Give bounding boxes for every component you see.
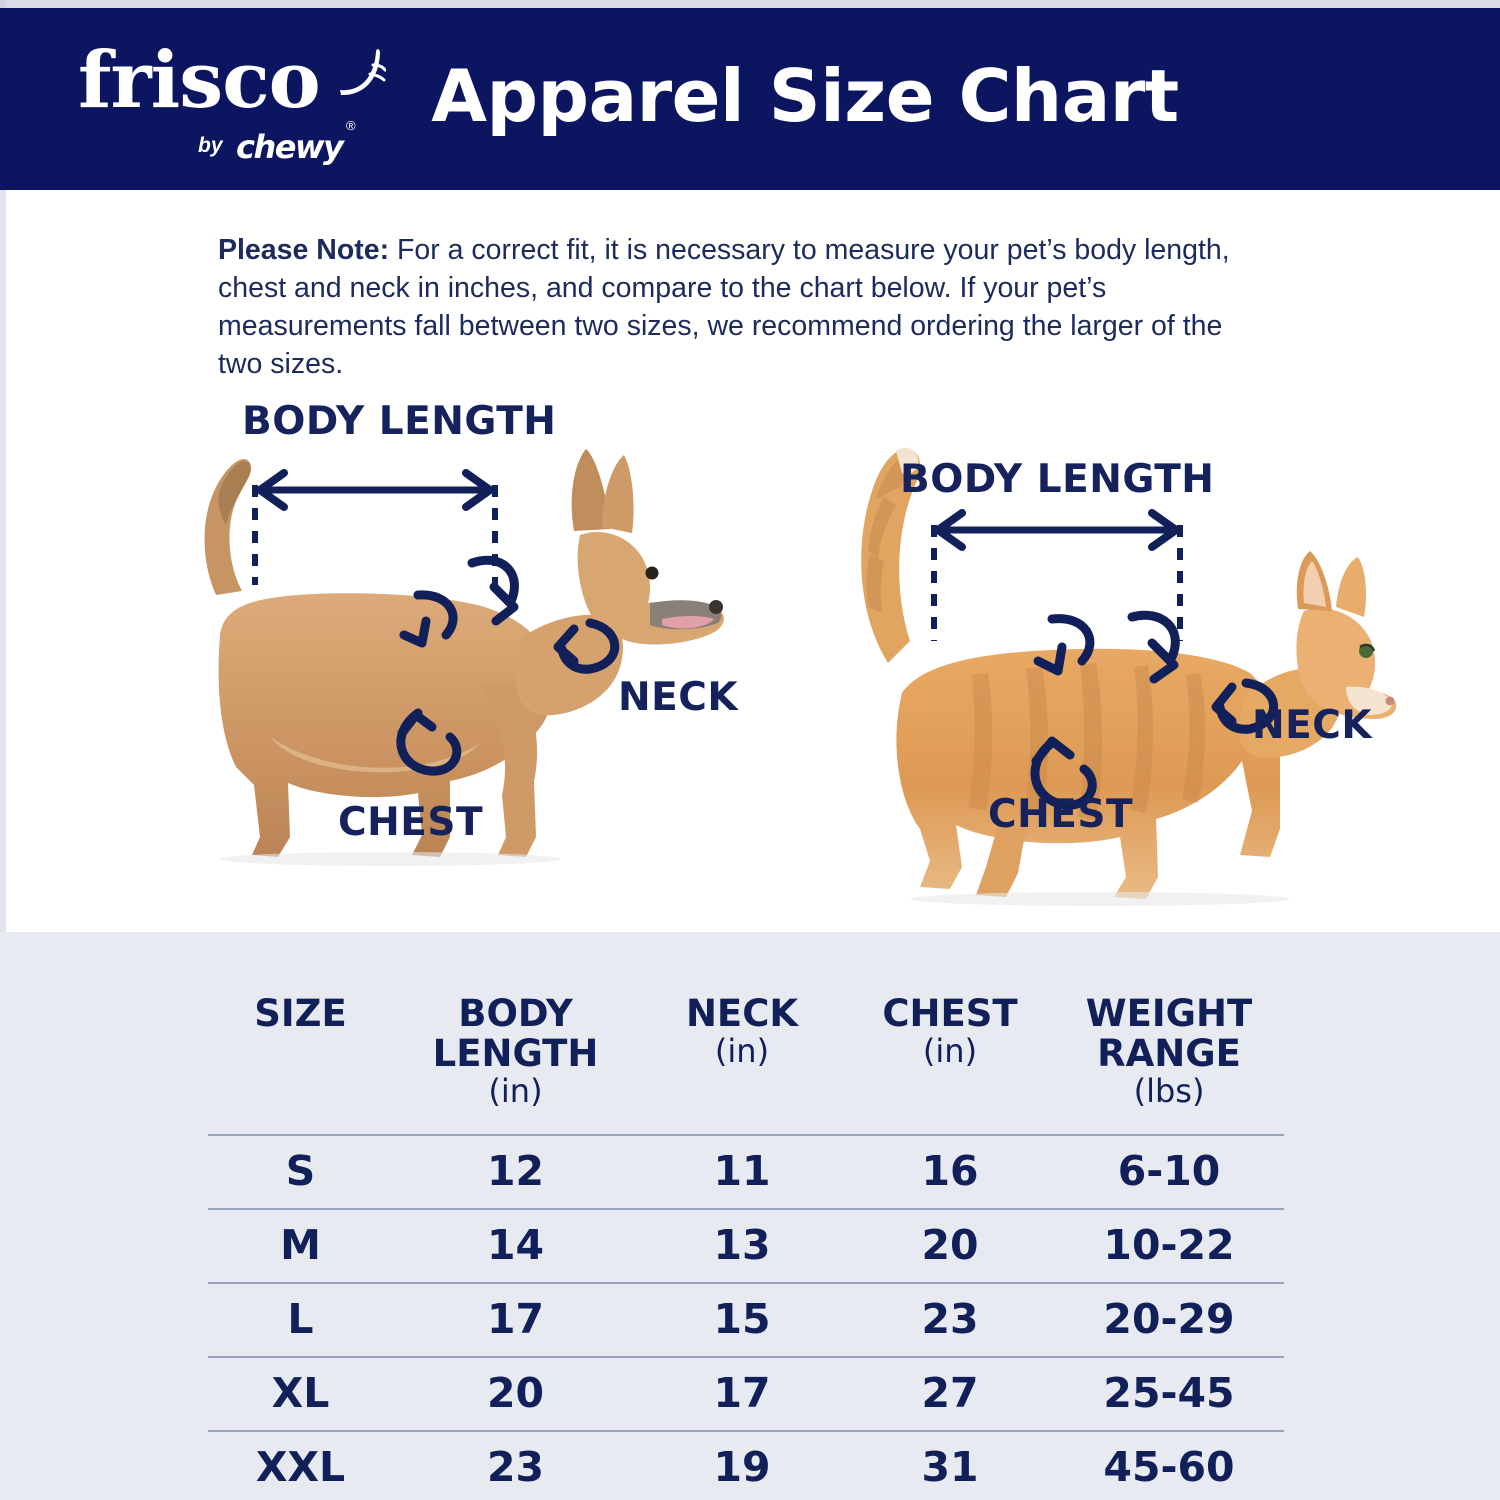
cell-weight-range: 6-10 bbox=[1054, 1135, 1284, 1211]
column-header-weight-range-label: WEIGHT RANGE bbox=[1085, 992, 1253, 1075]
column-header-neck-unit: (in) bbox=[714, 1031, 770, 1070]
header-band: frisco ® by chewy Apparel Size Chart bbox=[0, 8, 1500, 190]
cat-body-length-label: BODY LENGTH bbox=[900, 457, 1215, 502]
column-header-neck-label: NECK bbox=[685, 992, 799, 1035]
table-row: M 14 13 20 10-22 bbox=[208, 1209, 1284, 1285]
logo-tail-swoosh bbox=[340, 49, 386, 96]
cell-chest: 16 bbox=[846, 1135, 1054, 1211]
column-header-neck: NECK (in) bbox=[638, 992, 846, 1137]
dog-neck-label: NECK bbox=[618, 675, 739, 720]
cell-size: XXL bbox=[208, 1431, 393, 1500]
cell-neck: 19 bbox=[638, 1431, 846, 1500]
cell-chest: 27 bbox=[846, 1357, 1054, 1433]
cell-neck: 13 bbox=[638, 1209, 846, 1285]
column-header-chest-unit: (in) bbox=[922, 1031, 978, 1070]
frisco-logo: frisco ® by chewy bbox=[78, 35, 386, 172]
size-table-section: SIZE BODY LENGTH (in) NECK (in) CHEST (i… bbox=[0, 932, 1500, 1500]
table-row: S 12 11 16 6-10 bbox=[208, 1135, 1284, 1211]
cell-body-length: 14 bbox=[393, 1209, 638, 1285]
cell-weight-range: 45-60 bbox=[1054, 1431, 1284, 1500]
please-note-paragraph: Please Note: For a correct fit, it is ne… bbox=[218, 232, 1258, 384]
cell-chest: 31 bbox=[846, 1431, 1054, 1500]
cell-size: M bbox=[208, 1209, 393, 1285]
cell-chest: 20 bbox=[846, 1209, 1054, 1285]
cell-neck: 11 bbox=[638, 1135, 846, 1211]
note-body-text: For a correct fit, it is necessary to me… bbox=[218, 234, 1230, 380]
dog-illustration bbox=[204, 449, 724, 866]
column-header-chest: CHEST (in) bbox=[846, 992, 1054, 1137]
cell-chest: 23 bbox=[846, 1283, 1054, 1359]
cell-size: S bbox=[208, 1135, 393, 1211]
note-lead-label: Please Note: bbox=[218, 234, 390, 266]
column-header-size-label: SIZE bbox=[254, 992, 347, 1035]
registered-trademark-icon: ® bbox=[346, 118, 356, 133]
column-header-body-length-unit: (in) bbox=[488, 1071, 543, 1110]
top-edge-hairline bbox=[0, 0, 1500, 8]
table-row: XXL 23 19 31 45-60 bbox=[208, 1431, 1284, 1500]
apparel-size-table: SIZE BODY LENGTH (in) NECK (in) CHEST (i… bbox=[208, 994, 1284, 1500]
cell-weight-range: 10-22 bbox=[1054, 1209, 1284, 1285]
cell-body-length: 20 bbox=[393, 1357, 638, 1433]
cell-neck: 17 bbox=[638, 1357, 846, 1433]
column-header-body-length: BODY LENGTH (in) bbox=[393, 992, 638, 1137]
cell-neck: 15 bbox=[638, 1283, 846, 1359]
column-header-body-length-label: BODY LENGTH bbox=[432, 992, 599, 1075]
left-edge-hairline bbox=[0, 0, 6, 1500]
brand-wordmark: frisco bbox=[78, 35, 321, 126]
cell-size: L bbox=[208, 1283, 393, 1359]
table-row: XL 20 17 27 25-45 bbox=[208, 1357, 1284, 1433]
column-header-weight-range: WEIGHT RANGE (lbs) bbox=[1054, 992, 1284, 1137]
cat-illustration bbox=[861, 447, 1397, 906]
measurement-illustrations: BODY LENGTH NECK CHEST bbox=[0, 385, 1500, 930]
column-header-size: SIZE bbox=[208, 992, 393, 1137]
cat-neck-label: NECK bbox=[1252, 703, 1373, 748]
cell-size: XL bbox=[208, 1357, 393, 1433]
cat-chest-label: CHEST bbox=[988, 792, 1134, 837]
cell-body-length: 12 bbox=[393, 1135, 638, 1211]
column-header-weight-range-unit: (lbs) bbox=[1133, 1071, 1205, 1110]
cell-body-length: 23 bbox=[393, 1431, 638, 1500]
table-header-row: SIZE BODY LENGTH (in) NECK (in) CHEST (i… bbox=[208, 992, 1284, 1137]
cell-body-length: 17 bbox=[393, 1283, 638, 1359]
column-header-chest-label: CHEST bbox=[882, 992, 1018, 1035]
dog-chest-label: CHEST bbox=[338, 800, 484, 845]
table-row: L 17 15 23 20-29 bbox=[208, 1283, 1284, 1359]
brand-by-text: by bbox=[198, 134, 223, 157]
cell-weight-range: 25-45 bbox=[1054, 1357, 1284, 1433]
dog-body-length-label: BODY LENGTH bbox=[242, 399, 557, 444]
brand-parent-wordmark: chewy bbox=[236, 128, 344, 166]
page-title: Apparel Size Chart bbox=[431, 54, 1179, 138]
cell-weight-range: 20-29 bbox=[1054, 1283, 1284, 1359]
